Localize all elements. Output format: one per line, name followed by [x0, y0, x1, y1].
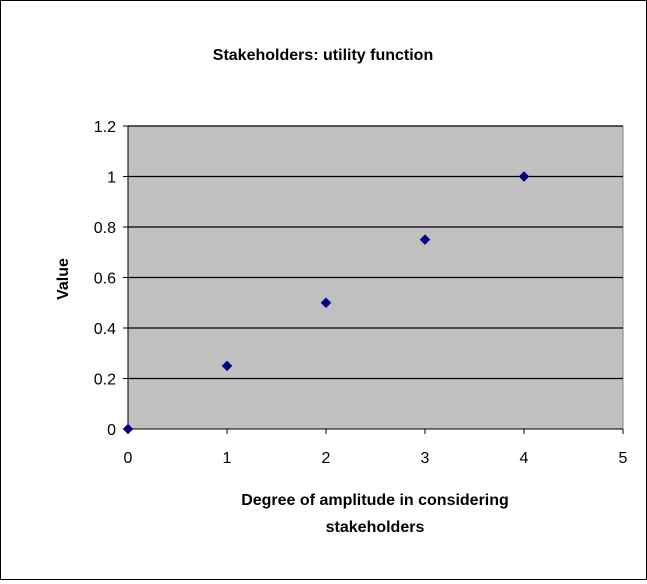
data-point	[320, 297, 332, 309]
data-point	[419, 234, 431, 245]
data-point	[122, 423, 134, 435]
data-point	[221, 360, 233, 372]
x-tick-label: 2	[322, 450, 331, 467]
x-tick-label: 3	[421, 450, 430, 467]
y-tick-label: 1	[107, 170, 116, 187]
y-axis-label: Value	[55, 258, 72, 300]
x-tick-label: 0	[124, 450, 133, 467]
y-tick-label: 0	[107, 422, 116, 439]
data-point	[518, 171, 530, 182]
y-tick-label: 0.4	[94, 321, 116, 338]
x-axis-label-line-1: Degree of amplitude in considering	[241, 492, 509, 509]
y-tick-label: 1.2	[94, 119, 116, 136]
plot-area: 0 0.2 0.4 0.6 0.8 1 1.2 0 1 2 3 4 5	[94, 119, 628, 467]
y-tick-label: 0.8	[94, 220, 116, 237]
x-axis-label-line-2: stakeholders	[326, 519, 425, 536]
y-tick-label: 0.6	[94, 271, 116, 288]
x-tick-label: 1	[223, 450, 232, 467]
y-tick-label: 0.2	[94, 372, 116, 389]
x-tick-label: 5	[619, 450, 628, 467]
x-tick-label: 4	[520, 450, 529, 467]
chart-title: Stakeholders: utility function	[213, 47, 433, 64]
